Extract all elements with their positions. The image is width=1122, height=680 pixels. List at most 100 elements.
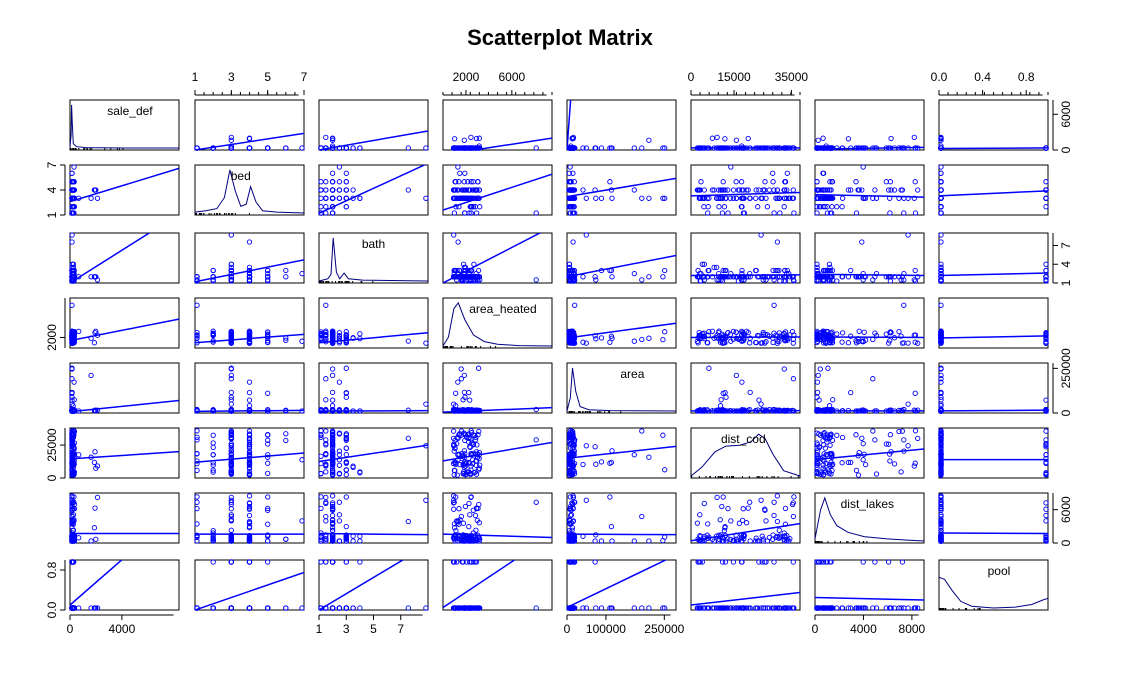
data-point bbox=[567, 164, 573, 170]
data-point bbox=[265, 460, 271, 466]
data-point bbox=[323, 204, 329, 210]
panel-area-vs-dist_cod bbox=[690, 362, 801, 414]
fit-line bbox=[70, 167, 179, 203]
fit-line bbox=[70, 450, 179, 460]
data-point bbox=[861, 329, 867, 335]
fit-line bbox=[319, 165, 427, 215]
data-point bbox=[901, 437, 907, 443]
panel-area_heated-vs-area bbox=[566, 297, 677, 349]
data-point bbox=[461, 389, 468, 396]
panel-frame bbox=[442, 99, 553, 151]
data-point bbox=[820, 145, 827, 151]
data-point bbox=[93, 328, 99, 334]
data-point bbox=[660, 195, 666, 201]
panel-frame bbox=[318, 99, 429, 151]
data-point bbox=[329, 389, 336, 396]
data-point bbox=[323, 134, 329, 141]
data-point bbox=[210, 440, 216, 446]
data-point bbox=[477, 204, 483, 210]
data-point bbox=[336, 187, 343, 193]
data-point bbox=[343, 445, 349, 451]
data-point bbox=[860, 164, 866, 170]
data-point bbox=[246, 145, 253, 151]
data-point bbox=[246, 239, 253, 245]
data-point bbox=[569, 135, 575, 141]
data-point bbox=[709, 187, 716, 193]
fit-line bbox=[70, 318, 179, 342]
panel-area-vs-area: area bbox=[566, 362, 677, 414]
data-point bbox=[461, 448, 468, 454]
panel-frame bbox=[938, 297, 1049, 349]
data-point bbox=[475, 267, 482, 274]
fit-line bbox=[70, 399, 179, 413]
data-point bbox=[828, 187, 834, 193]
data-point bbox=[580, 145, 586, 151]
data-point bbox=[462, 187, 469, 193]
data-point bbox=[475, 179, 481, 185]
data-point bbox=[607, 145, 613, 151]
data-point bbox=[423, 145, 429, 151]
data-point bbox=[476, 145, 482, 151]
data-point bbox=[228, 137, 234, 143]
data-point bbox=[607, 460, 613, 466]
fit-line bbox=[567, 445, 676, 460]
data-point bbox=[698, 179, 704, 185]
data-point bbox=[329, 137, 336, 143]
data-point bbox=[246, 389, 253, 396]
data-point bbox=[814, 210, 820, 216]
data-point bbox=[609, 448, 615, 454]
fit-line bbox=[691, 191, 800, 197]
data-point bbox=[567, 210, 573, 216]
data-point bbox=[662, 467, 668, 473]
data-point bbox=[716, 204, 722, 210]
data-point bbox=[905, 443, 911, 449]
fit-line bbox=[567, 177, 676, 198]
data-point bbox=[822, 187, 829, 193]
data-point bbox=[469, 204, 475, 210]
data-point bbox=[343, 204, 349, 210]
data-point bbox=[350, 145, 356, 151]
panel-area_heated-vs-pool bbox=[938, 297, 1049, 349]
density-curve-bed bbox=[194, 169, 305, 214]
data-point bbox=[283, 145, 289, 151]
data-point bbox=[423, 340, 429, 346]
data-point bbox=[598, 459, 605, 465]
data-point bbox=[451, 136, 458, 142]
panel-bed-vs-bed: bed bbox=[194, 164, 305, 216]
data-point bbox=[69, 239, 75, 245]
data-point bbox=[721, 204, 728, 210]
data-point bbox=[228, 134, 234, 141]
data-point bbox=[455, 239, 461, 245]
data-point bbox=[607, 339, 613, 345]
data-point bbox=[593, 195, 599, 201]
data-point bbox=[451, 210, 458, 216]
panel-dist_cod-vs-bed bbox=[194, 427, 305, 479]
data-point bbox=[774, 239, 781, 245]
panel-bed-vs-sale_def bbox=[69, 164, 180, 216]
data-point bbox=[336, 195, 343, 201]
data-point bbox=[570, 170, 576, 176]
data-point bbox=[461, 195, 467, 201]
data-point bbox=[69, 232, 75, 238]
data-point bbox=[814, 379, 821, 385]
panel-dist_cod-vs-pool bbox=[938, 427, 1049, 479]
data-point bbox=[453, 390, 459, 396]
panel-bath-vs-dist_cod bbox=[690, 232, 801, 284]
data-point bbox=[717, 195, 723, 201]
data-point bbox=[777, 210, 783, 216]
data-point bbox=[583, 443, 589, 449]
data-point bbox=[572, 302, 578, 308]
data-point bbox=[817, 366, 823, 372]
data-point bbox=[723, 195, 729, 201]
data-point bbox=[824, 210, 831, 216]
data-point bbox=[639, 336, 645, 343]
data-point bbox=[697, 187, 703, 193]
data-point bbox=[461, 372, 467, 379]
data-point bbox=[938, 170, 944, 176]
data-point bbox=[848, 187, 854, 193]
panel-frame bbox=[194, 99, 305, 151]
data-point bbox=[706, 365, 712, 371]
data-point bbox=[467, 397, 473, 403]
data-point bbox=[834, 432, 840, 438]
data-point bbox=[194, 145, 200, 151]
